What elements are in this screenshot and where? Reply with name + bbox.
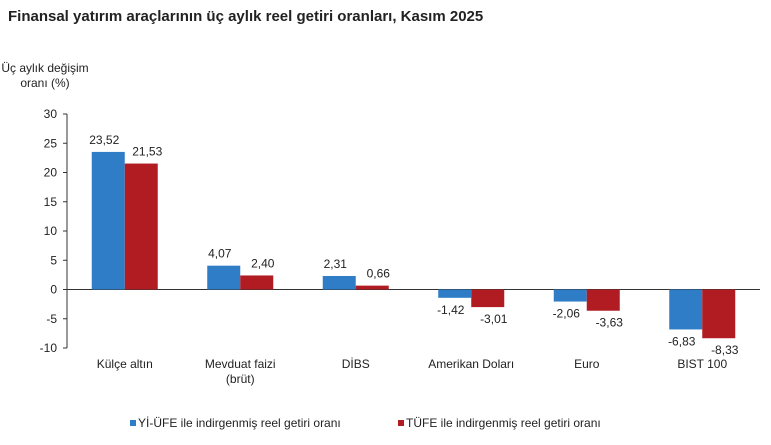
y-tick-label: -10 [40, 341, 58, 355]
data-label: -2,06 [553, 307, 581, 321]
bar-yiufe [91, 151, 125, 290]
bar-tufe [355, 285, 389, 290]
data-label: -8,33 [711, 343, 739, 357]
x-tick-label: Mevduat faizi [205, 357, 276, 371]
y-tick-label: 25 [44, 136, 58, 150]
bar-yiufe [207, 265, 241, 290]
data-label: 0,66 [367, 267, 391, 281]
x-tick-label: DİBS [342, 357, 370, 371]
bar-tufe [702, 289, 736, 339]
y-axis-label-line1: Üç aylık değişim [1, 61, 88, 75]
y-tick-label: 20 [44, 166, 58, 180]
legend-label: TÜFE ile indirgenmiş reel getiri oranı [406, 416, 601, 430]
x-tick-label: Külçe altın [97, 357, 153, 371]
x-tick-label: BIST 100 [677, 357, 727, 371]
y-tick-label: -5 [46, 312, 57, 326]
y-tick-label: 0 [50, 283, 57, 297]
legend-label: Yİ-ÜFE ile indirgenmiş reel getiri oranı [138, 416, 341, 430]
bar-tufe [471, 289, 505, 308]
legend-swatch [130, 420, 136, 426]
y-axis-label-line2: oranı (%) [20, 76, 69, 90]
data-label: -6,83 [668, 334, 696, 348]
data-label: 2,40 [251, 256, 275, 270]
x-tick-label: Euro [574, 357, 600, 371]
bar-yiufe [669, 289, 703, 330]
data-label: -1,42 [437, 303, 465, 317]
legend-swatch [398, 420, 404, 426]
bar-yiufe [438, 289, 472, 298]
y-tick-label: 15 [44, 195, 58, 209]
data-label: 21,53 [132, 145, 162, 159]
bar-tufe [124, 163, 158, 290]
bar-tufe [586, 289, 620, 311]
bar-yiufe [322, 275, 356, 290]
data-label: 4,07 [208, 247, 232, 261]
bar-yiufe [553, 289, 587, 302]
x-tick-label: (brüt) [226, 372, 255, 386]
data-label: -3,01 [480, 312, 508, 326]
chart-title: Finansal yatırım araçlarının üç aylık re… [8, 8, 483, 25]
x-tick-label: Amerikan Doları [428, 357, 514, 371]
y-tick-label: 10 [44, 224, 58, 238]
data-label: 23,52 [89, 133, 119, 147]
data-label: -3,63 [596, 316, 624, 330]
y-tick-label: 5 [50, 253, 57, 267]
y-tick-label: 30 [44, 107, 58, 121]
data-label: 2,31 [324, 257, 348, 271]
bar-tufe [240, 275, 274, 290]
